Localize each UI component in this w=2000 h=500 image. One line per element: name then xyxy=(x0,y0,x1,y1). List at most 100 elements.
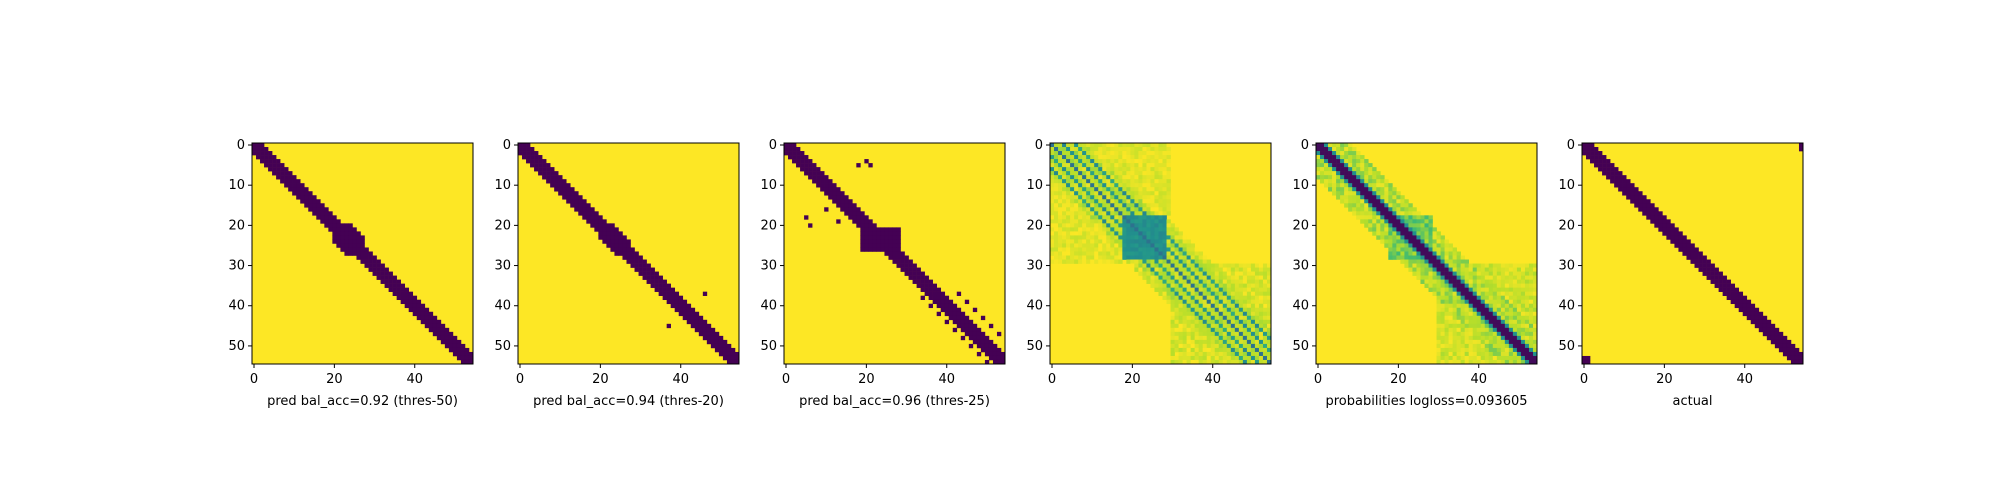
heatmap-cell xyxy=(1524,359,1530,365)
heatmap-cell xyxy=(1154,223,1159,228)
heatmap-cell xyxy=(804,163,809,168)
heatmap-cell xyxy=(336,235,341,240)
heatmap-cell xyxy=(1590,147,1595,152)
heatmap-cell xyxy=(1062,159,1067,164)
heatmap-cell xyxy=(1098,247,1103,252)
heatmap-cell xyxy=(1532,311,1538,317)
heatmap-cell xyxy=(646,263,651,268)
heatmap-cell xyxy=(1496,275,1502,280)
heatmap-cell xyxy=(1090,179,1095,184)
heatmap-cell xyxy=(1098,223,1103,228)
heatmap-cell xyxy=(1504,287,1510,292)
heatmap-cell xyxy=(554,187,559,192)
heatmap-cell xyxy=(1214,319,1220,325)
heatmap-cell xyxy=(904,263,909,268)
heatmap-cell xyxy=(1452,287,1457,292)
heatmap-cell xyxy=(332,223,337,228)
heatmap-cell xyxy=(694,311,700,317)
heatmap-cell xyxy=(1102,203,1107,208)
heatmap-cell xyxy=(1206,291,1212,296)
heatmap-cell xyxy=(1262,351,1268,357)
heatmap-cell xyxy=(1126,251,1131,256)
heatmap-cell xyxy=(1154,191,1159,196)
heatmap-cell xyxy=(1106,251,1111,256)
heatmap-cell xyxy=(1532,303,1538,309)
heatmap-cell xyxy=(1336,191,1341,196)
heatmap-cell xyxy=(1650,203,1655,208)
heatmap-cell xyxy=(1476,263,1482,268)
heatmap-cell xyxy=(1416,239,1421,244)
heatmap-cell xyxy=(1266,279,1272,284)
heatmap-cell xyxy=(1246,339,1252,345)
heatmap-cell xyxy=(1078,183,1083,188)
heatmap-cell xyxy=(526,143,531,148)
heatmap-cell xyxy=(1508,359,1514,365)
heatmap-cell xyxy=(1066,167,1071,172)
heatmap-cell xyxy=(1054,219,1059,224)
heatmap-cell xyxy=(1480,299,1486,305)
heatmap-cell xyxy=(1464,315,1469,321)
y-tick-label: 20 xyxy=(1026,218,1043,233)
heatmap-cell xyxy=(1500,311,1506,317)
heatmap-cell xyxy=(1388,183,1393,188)
heatmap-cell xyxy=(658,283,663,288)
heatmap-cell xyxy=(344,235,349,240)
heatmap-cell xyxy=(1428,227,1433,232)
heatmap-cell xyxy=(1456,299,1461,305)
heatmap-cell xyxy=(1050,239,1055,244)
heatmap-cell xyxy=(1472,331,1478,337)
heatmap-cell xyxy=(1424,219,1429,224)
heatmap-cell xyxy=(602,219,607,224)
heatmap-cell xyxy=(1206,275,1212,280)
heatmap-cell xyxy=(1150,255,1155,260)
heatmap-cell xyxy=(1412,223,1417,228)
heatmap-cell xyxy=(1392,219,1397,224)
heatmap-cell xyxy=(1472,299,1478,305)
heatmap-cell xyxy=(1110,219,1115,224)
heatmap-cell xyxy=(1504,351,1510,357)
y-tick-label: 10 xyxy=(1026,178,1043,193)
heatmap-cell xyxy=(1250,287,1256,292)
heatmap-cell xyxy=(1226,347,1232,353)
heatmap-cell xyxy=(1090,155,1095,160)
heatmap-cell xyxy=(1468,283,1474,288)
heatmap-cell xyxy=(626,247,631,252)
heatmap-cell xyxy=(1202,331,1208,337)
heatmap-cell xyxy=(1138,191,1143,196)
heatmap-cell xyxy=(1206,279,1212,284)
heatmap-cell xyxy=(1508,347,1514,353)
heatmap-cell xyxy=(1516,303,1522,309)
heatmap-cell xyxy=(792,151,797,156)
heatmap-cell xyxy=(1170,359,1175,365)
heatmap-cell xyxy=(1118,147,1123,152)
heatmap-cell xyxy=(852,203,857,208)
heatmap-cell xyxy=(1380,191,1385,196)
heatmap-cell xyxy=(674,303,680,309)
heatmap-cell xyxy=(1222,287,1228,292)
heatmap-cell xyxy=(714,343,720,349)
heatmap-cell xyxy=(1440,347,1445,353)
heatmap-cell xyxy=(1186,343,1191,349)
heatmap-cell xyxy=(1460,315,1465,321)
heatmap-cell xyxy=(1690,255,1695,260)
heatmap-cell xyxy=(1456,319,1461,325)
heatmap-cell xyxy=(1210,351,1216,357)
heatmap-cell xyxy=(1054,247,1059,252)
heatmap-cell xyxy=(1138,247,1143,252)
heatmap-cell xyxy=(896,247,901,252)
heatmap-cell xyxy=(598,223,603,228)
heatmap-cell xyxy=(630,247,635,252)
heatmap-cell xyxy=(1202,343,1208,349)
heatmap-cell xyxy=(920,287,925,292)
heatmap-cell xyxy=(432,315,438,321)
heatmap-cell xyxy=(666,287,671,292)
heatmap-cell xyxy=(1170,335,1175,341)
heatmap-cell xyxy=(1222,339,1228,345)
heatmap-cell xyxy=(1074,155,1079,160)
heatmap-cell xyxy=(1496,355,1502,361)
heatmap-cell xyxy=(296,191,301,196)
heatmap-cell xyxy=(1262,359,1268,365)
heatmap-cell xyxy=(1198,279,1203,284)
heatmap-cell xyxy=(468,351,474,357)
heatmap-cell xyxy=(912,279,917,284)
